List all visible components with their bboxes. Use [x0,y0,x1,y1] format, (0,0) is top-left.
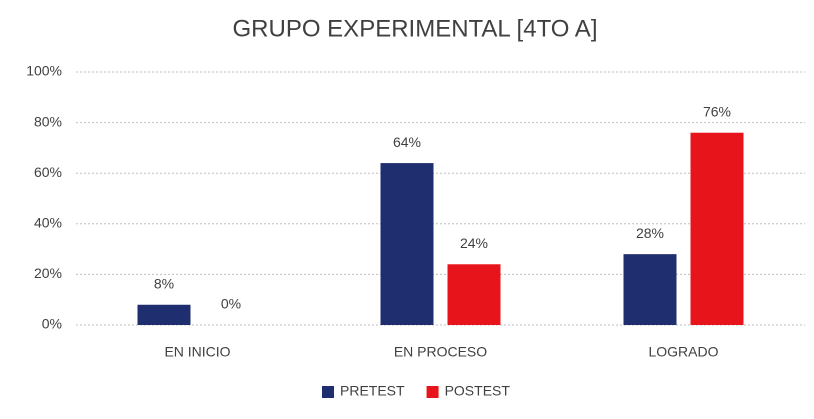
bar [447,264,501,325]
x-tick-label: LOGRADO [648,344,718,360]
y-tick-label: 0% [42,316,62,332]
x-tick-label: EN INICIO [164,344,230,360]
data-label: 8% [154,275,174,291]
bar [690,132,744,325]
chart-title: GRUPO EXPERIMENTAL [4TO A] [233,15,598,42]
y-tick-label: 40% [34,215,62,231]
legend-swatch [426,386,439,398]
bar [380,163,434,325]
y-tick-label: 80% [34,113,62,129]
data-label: 0% [221,296,241,312]
legend-label: POSTEST [445,383,511,399]
y-tick-label: 60% [34,164,62,180]
y-tick-label: 20% [34,265,62,281]
legend-label: PRETEST [340,383,405,399]
x-tick-label: EN PROCESO [394,344,487,360]
data-label: 24% [460,235,488,251]
y-tick-label: 100% [26,63,62,79]
data-label: 76% [703,103,731,119]
bar [137,304,191,325]
data-label: 64% [393,134,421,150]
data-label: 28% [636,225,664,241]
legend-swatch [322,386,334,398]
bar [623,254,677,325]
